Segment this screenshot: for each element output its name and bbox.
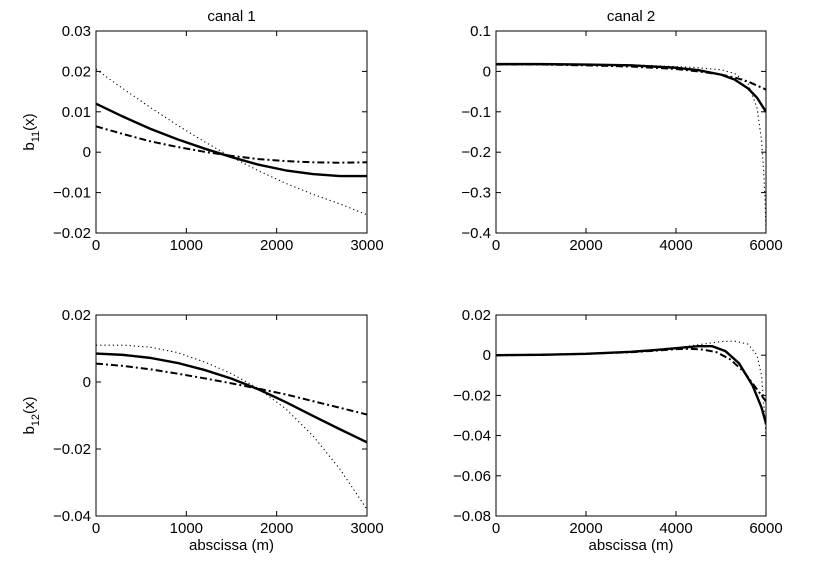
y-tick-label: 0.02 <box>62 63 91 80</box>
y-tick-label: −0.06 <box>453 468 491 485</box>
series-line-dashdot <box>96 362 367 416</box>
y-tick-label: −0.3 <box>461 185 491 202</box>
y-tick-label: 0 <box>83 374 91 391</box>
y-tick-label: 0.02 <box>462 307 491 324</box>
panel-4: 0 2000 4000 6000 −0.08 −0.06 −0.04 −0.02 0 0.02 ab… <box>453 307 783 554</box>
y-tick-label: 0 <box>83 144 91 161</box>
x-tick-label: 0 <box>92 237 100 254</box>
panel-3: 0 1000 2000 3000 −0.04 −0.02 0 0.02 abscissa (m)… <box>21 307 384 554</box>
x-tick-label: 2000 <box>569 237 602 254</box>
x-tick-label: 0 <box>492 237 500 254</box>
y-axis-label: b12(x) <box>21 396 42 434</box>
series-line-dotted <box>96 344 367 510</box>
x-tick-label: 1000 <box>170 237 203 254</box>
series-line-dashdot <box>496 63 766 91</box>
x-tick-label: 4000 <box>659 520 692 537</box>
y-tick-label: −0.2 <box>461 144 491 161</box>
series-line-dashdot <box>496 347 766 403</box>
y-tick-label: −0.02 <box>53 441 91 458</box>
panel-1: 0 1000 2000 3000 −0.02 −0.01 0 0.01 0.02 0.03 cana… <box>21 8 384 254</box>
panel-title: canal 1 <box>207 8 255 25</box>
y-tick-label: −0.01 <box>53 185 91 202</box>
panel-title: canal 2 <box>607 8 655 25</box>
y-tick-label: 0 <box>483 347 491 364</box>
x-tick-label: 6000 <box>749 237 782 254</box>
x-tick-label: 0 <box>92 520 100 537</box>
series-line-solid <box>96 352 367 444</box>
y-tick-label: −0.02 <box>453 387 491 404</box>
series-line-dotted <box>496 340 766 436</box>
x-tick-label: 1000 <box>170 520 203 537</box>
y-tick-label: 0 <box>483 63 491 80</box>
x-tick-label: 4000 <box>659 237 692 254</box>
y-tick-label: −0.4 <box>461 225 491 242</box>
x-tick-label: 6000 <box>749 520 782 537</box>
y-tick-label: −0.04 <box>53 508 91 525</box>
y-tick-label: −0.08 <box>453 508 491 525</box>
y-tick-label: −0.04 <box>453 428 491 445</box>
x-axis-label: abscissa (m) <box>588 537 673 554</box>
x-tick-label: 2000 <box>569 520 602 537</box>
x-tick-label: 3000 <box>350 520 383 537</box>
x-tick-label: 0 <box>492 520 500 537</box>
x-axis-label: abscissa (m) <box>189 537 274 554</box>
y-tick-label: 0.1 <box>470 23 491 40</box>
series-line-dotted <box>496 63 766 233</box>
x-tick-label: 2000 <box>260 237 293 254</box>
x-tick-label: 2000 <box>260 520 293 537</box>
y-tick-label: 0.03 <box>62 23 91 40</box>
y-axis-label: b11(x) <box>21 113 42 150</box>
axes-box <box>495 314 767 517</box>
y-tick-label: −0.02 <box>53 225 91 242</box>
series-line-dashdot <box>96 125 367 164</box>
axes-box <box>95 30 368 234</box>
y-tick-label: −0.1 <box>461 104 491 121</box>
y-tick-label: 0.01 <box>62 104 91 121</box>
axes-box <box>495 30 767 234</box>
y-tick-label: 0.02 <box>62 307 91 324</box>
series-line-solid <box>96 102 367 178</box>
x-tick-label: 3000 <box>350 237 383 254</box>
axes-box <box>95 314 368 517</box>
panel-2: 0 2000 4000 6000 −0.4 −0.3 −0.2 −0.1 0 0.1 canal 2 <box>461 8 782 254</box>
series-line-dotted <box>96 68 367 216</box>
series-line-solid <box>496 62 766 113</box>
